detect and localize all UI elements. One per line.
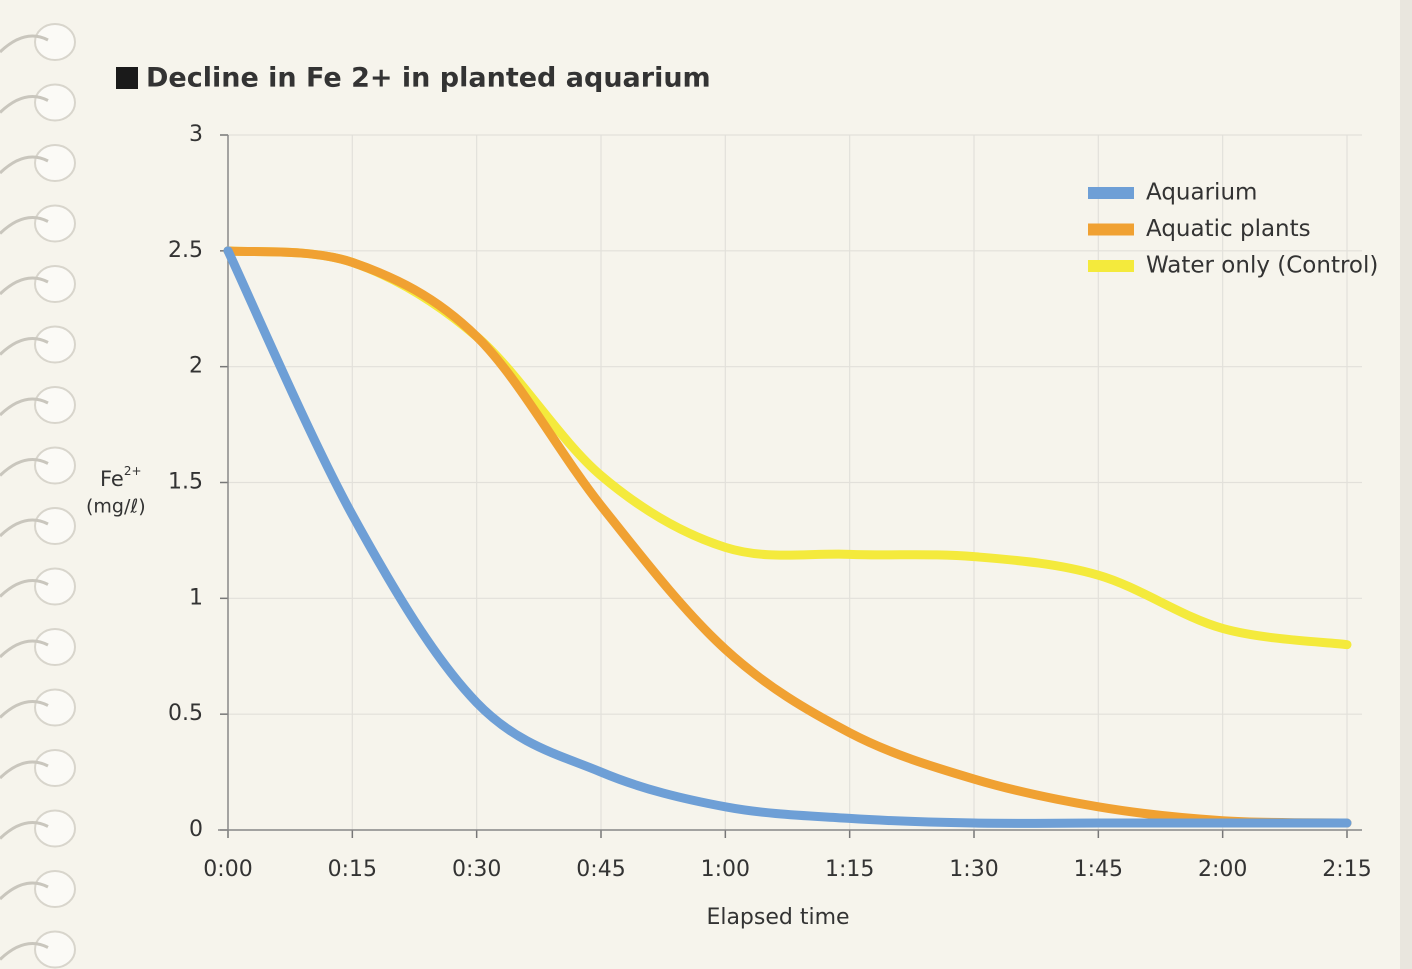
ring-wire [0, 881, 49, 901]
ring-wire [0, 155, 49, 175]
ring-wire [0, 276, 49, 296]
y-tick-label: 3 [189, 122, 203, 147]
ring-hole [34, 809, 76, 848]
legend-swatch [1088, 260, 1134, 272]
x-tick-label: 1:45 [1074, 857, 1123, 882]
legend-label: Water only (Control) [1146, 253, 1378, 279]
ring-hole [34, 386, 76, 424]
ring-hole [34, 688, 76, 727]
x-tick-label: 0:15 [328, 857, 377, 882]
x-tick-label: 0:30 [452, 857, 501, 882]
ring-hole [34, 144, 76, 182]
y-axis-unit: (mg/ℓ) [86, 496, 146, 518]
ring-hole [34, 83, 76, 122]
ring-hole [34, 446, 76, 485]
ring-wire [0, 95, 49, 114]
x-tick-label: 0:45 [576, 857, 625, 882]
ring-hole [34, 628, 76, 666]
data-line [223, 246, 1352, 828]
ring-hole [34, 930, 76, 969]
legend-swatch [1088, 223, 1134, 236]
data-line [223, 246, 1352, 828]
x-tick-label: 1:00 [701, 857, 750, 882]
ring-wire [0, 337, 49, 356]
y-tick-label: 2 [189, 354, 203, 379]
ring-hole [34, 23, 76, 61]
legend-label: Aquatic plants [1146, 216, 1311, 242]
ring-wire [0, 34, 49, 54]
ring-wire [0, 397, 49, 417]
legend-swatch [1088, 187, 1134, 199]
y-tick-label: 1.5 [168, 470, 203, 495]
y-tick-label: 0.5 [168, 701, 203, 726]
legend-label: Aquarium [1146, 180, 1257, 206]
ring-hole [34, 870, 76, 908]
ring-wire [0, 579, 49, 598]
y-tick-label: 0 [189, 817, 203, 842]
y-axis-label-main: Fe [100, 467, 124, 491]
x-tick-label: 1:15 [825, 857, 874, 882]
chart-title: Decline in Fe 2+ in planted aquarium [146, 63, 711, 94]
binder-rings [0, 23, 76, 969]
y-tick-label: 2.5 [168, 238, 203, 263]
ring-wire [0, 639, 49, 659]
x-tick-label: 0:00 [203, 857, 252, 882]
ring-wire [0, 821, 49, 840]
ring-hole [34, 749, 76, 787]
ring-hole [34, 204, 76, 243]
y-axis-label: Fe2+ [100, 464, 142, 492]
x-axis-label: Elapsed time [706, 905, 849, 930]
ring-hole [34, 325, 76, 364]
ring-wire [0, 458, 49, 477]
ring-wire [0, 216, 49, 235]
ring-wire [0, 760, 49, 780]
y-axis-label-sup: 2+ [124, 464, 142, 478]
ring-wire [0, 942, 49, 961]
ring-wire [0, 518, 49, 538]
ring-hole [34, 507, 76, 545]
ring-hole [34, 265, 76, 303]
ring-wire [0, 700, 49, 719]
title-marker [116, 67, 138, 89]
x-tick-label: 1:30 [949, 857, 998, 882]
y-tick-label: 1 [189, 585, 203, 610]
ring-hole [34, 567, 76, 606]
x-tick-label: 2:15 [1322, 857, 1371, 882]
x-tick-label: 2:00 [1198, 857, 1247, 882]
